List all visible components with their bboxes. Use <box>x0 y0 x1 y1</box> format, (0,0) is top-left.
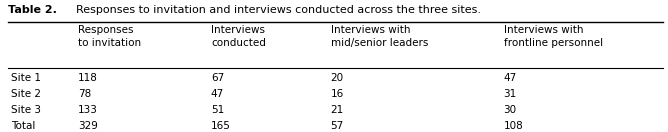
Text: Site 2: Site 2 <box>11 89 41 99</box>
Text: 118: 118 <box>78 73 98 83</box>
Text: 47: 47 <box>504 73 517 83</box>
Text: 165: 165 <box>211 121 231 131</box>
Text: Table 2.: Table 2. <box>8 5 57 15</box>
Text: 78: 78 <box>78 89 91 99</box>
Text: Interviews with
frontline personnel: Interviews with frontline personnel <box>504 25 603 48</box>
Text: 21: 21 <box>331 105 344 115</box>
Text: 30: 30 <box>504 105 517 115</box>
Text: 57: 57 <box>331 121 344 131</box>
Text: 16: 16 <box>331 89 344 99</box>
Text: 47: 47 <box>211 89 224 99</box>
Text: 31: 31 <box>504 89 517 99</box>
Text: Interviews with
mid/senior leaders: Interviews with mid/senior leaders <box>331 25 428 48</box>
Text: 329: 329 <box>78 121 98 131</box>
Text: Site 1: Site 1 <box>11 73 41 83</box>
Text: Interviews
conducted: Interviews conducted <box>211 25 266 48</box>
Text: 67: 67 <box>211 73 224 83</box>
Text: Responses to invitation and interviews conducted across the three sites.: Responses to invitation and interviews c… <box>69 5 481 15</box>
Text: 133: 133 <box>78 105 98 115</box>
Text: 51: 51 <box>211 105 224 115</box>
Text: Site 3: Site 3 <box>11 105 41 115</box>
Text: 20: 20 <box>331 73 344 83</box>
Text: 108: 108 <box>504 121 524 131</box>
Text: Responses
to invitation: Responses to invitation <box>78 25 141 48</box>
Text: Total: Total <box>11 121 36 131</box>
